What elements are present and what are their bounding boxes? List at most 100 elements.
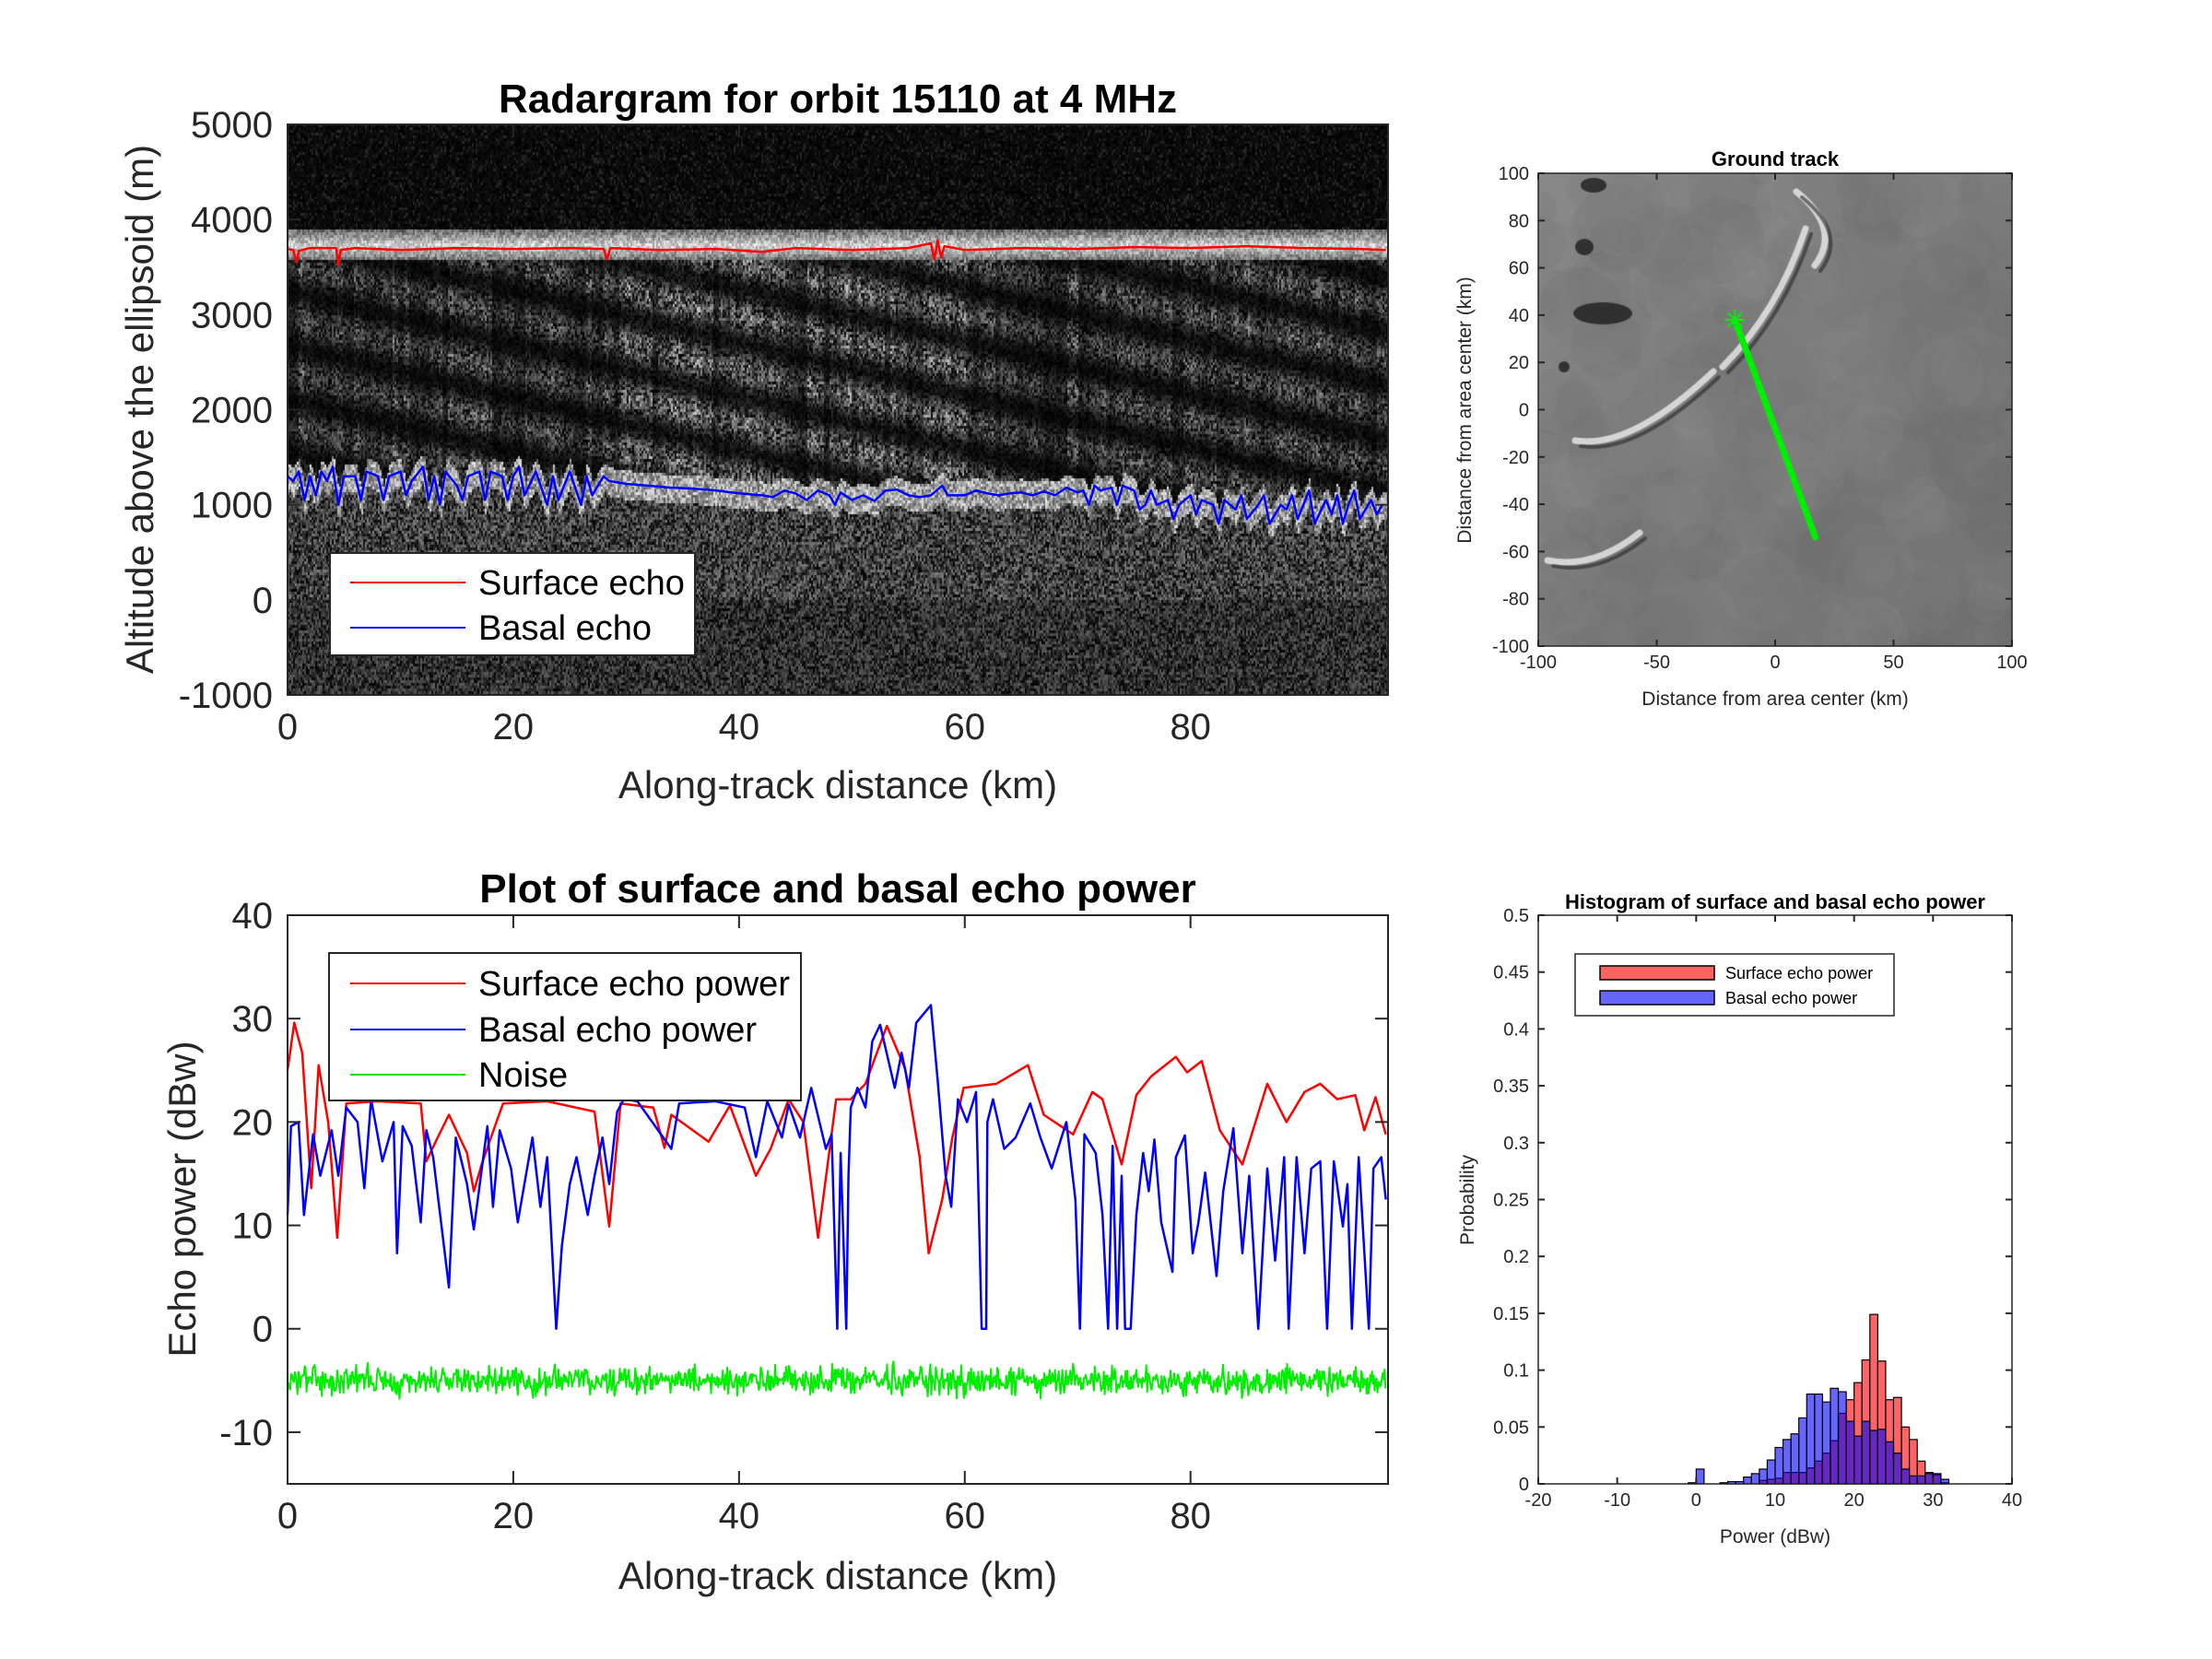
histogram-x-tick-label: 20	[1844, 1490, 1865, 1511]
histogram-y-tick-label: 0.05	[1493, 1418, 1529, 1438]
legend-box	[1574, 953, 1895, 1017]
ground-track-y-tick-label: -100	[1492, 637, 1529, 657]
echo-power-x-tick-label: 40	[719, 1496, 760, 1536]
basal-echo-power-line	[286, 1004, 1387, 1330]
legend-label-noise: Noise	[478, 1056, 568, 1095]
radargram-y-tick-label: -1000	[179, 676, 273, 716]
echo-power-x-axis-label: Along-track distance (km)	[618, 1554, 1057, 1597]
ground-track-y-axis-label: Distance from area center (km)	[1454, 276, 1476, 543]
histogram-y-axis-label: Probability	[1457, 1154, 1478, 1245]
basal-echo-line	[287, 465, 1383, 525]
basal-power-histogram-bar	[1743, 1476, 1752, 1485]
histogram-x-tick-label: 0	[1691, 1490, 1701, 1511]
echo-power-axes-box	[287, 914, 1389, 1485]
ground-track-x-tick-label: -100	[1520, 653, 1557, 673]
echo-power-y-tick-label: 30	[232, 999, 274, 1040]
legend-box	[329, 552, 696, 656]
surface-echo-power-line	[286, 1021, 1387, 1255]
histogram-y-tick-label: 0.5	[1503, 906, 1529, 926]
basal-power-histogram-bar	[1924, 1473, 1934, 1485]
echo-power-y-tick-label: 20	[232, 1102, 274, 1143]
legend-label-surface-echo: Surface echo	[478, 564, 685, 603]
legend-label-basal-power: Basal echo power	[1725, 989, 1857, 1007]
radargram-x-axis-label: Along-track distance (km)	[618, 763, 1057, 806]
legend-swatch-surface-power	[1599, 965, 1715, 981]
histogram-x-tick-label: -20	[1525, 1490, 1552, 1511]
legend-box	[328, 952, 802, 1101]
ground-track-x-tick-label: 50	[1883, 653, 1903, 673]
echo-power-title: Plot of surface and basal echo power	[479, 866, 1196, 912]
histogram-y-tick-label: 0.4	[1503, 1019, 1529, 1040]
basal-power-histogram-bar	[1806, 1393, 1816, 1485]
radargram-y-tick-label: 4000	[191, 200, 273, 241]
histogram-x-tick-label: -10	[1604, 1490, 1630, 1511]
basal-power-histogram-bar	[1750, 1473, 1760, 1485]
track-start-asterisk-marker	[1724, 310, 1746, 331]
ground-track-map-image	[1538, 173, 2012, 646]
radargram-x-tick-label: 40	[719, 707, 760, 747]
basal-power-histogram-bar	[1892, 1453, 1902, 1485]
ground-track-y-tick-label: -40	[1502, 495, 1529, 515]
histogram-axes-box	[1537, 914, 2013, 1485]
radargram-axes-box	[287, 124, 1389, 696]
echo-power-x-tick-label: 0	[277, 1496, 298, 1536]
radargram-legend: Surface echo Basal echo	[329, 552, 696, 656]
echo-power-legend: Surface echo power Basal echo power Nois…	[328, 952, 802, 1101]
echo-power-y-tick-label: -10	[219, 1413, 273, 1453]
ground-track-line	[1731, 316, 1819, 541]
ground-track-y-tick-label: -80	[1502, 590, 1529, 610]
ground-track-axes: Ground track Distance from area center (…	[1454, 147, 2028, 710]
histogram-y-tick-label: 0.35	[1493, 1077, 1529, 1097]
echo-power-y-axis-label: Echo power (dBw)	[160, 1041, 204, 1357]
histogram-x-axis-label: Power (dBw)	[1720, 1526, 1830, 1547]
radargram-title: Radargram for orbit 15110 at 4 MHz	[499, 76, 1177, 122]
basal-power-histogram-bar	[1766, 1459, 1776, 1485]
basal-power-histogram-bar	[1885, 1441, 1895, 1485]
basal-power-histogram-bar	[1814, 1393, 1824, 1485]
histogram-legend: Surface echo power Basal echo power	[1574, 953, 1895, 1017]
radargram-x-tick-label: 80	[1170, 707, 1211, 747]
radargram-y-tick-label: 5000	[191, 105, 273, 146]
ground-track-y-tick-label: 20	[1509, 353, 1529, 373]
histogram-axes: Histogram of surface and basal echo powe…	[1457, 890, 2022, 1547]
histogram-x-tick-label: 10	[1765, 1490, 1785, 1511]
basal-power-histogram-bar	[1790, 1433, 1800, 1485]
noise-line	[287, 1360, 1387, 1400]
radargram-y-tick-label: 2000	[191, 391, 273, 431]
basal-power-histogram-bar	[1877, 1429, 1887, 1485]
basal-power-histogram-bar	[1861, 1420, 1871, 1485]
ground-track-x-tick-label: 0	[1770, 653, 1780, 673]
radargram-x-tick-label: 20	[493, 707, 535, 747]
basal-power-histogram-bar	[1932, 1473, 1942, 1485]
ground-track-title: Ground track	[1712, 147, 1840, 171]
basal-power-histogram-bar	[1798, 1417, 1807, 1485]
radargram-x-tick-label: 0	[277, 707, 298, 747]
legend-label-basal-echo: Basal echo	[478, 609, 652, 648]
basal-power-histogram-bar	[1837, 1391, 1847, 1485]
basal-power-histogram-bar	[1869, 1430, 1878, 1485]
histogram-y-tick-label: 0.3	[1503, 1134, 1529, 1154]
echo-power-y-tick-label: 40	[232, 896, 274, 936]
ground-track-x-tick-label: -50	[1643, 653, 1670, 673]
basal-power-histogram-bar	[1759, 1468, 1769, 1485]
ground-track-y-tick-label: 80	[1509, 211, 1529, 231]
ground-track-y-tick-label: 60	[1509, 259, 1529, 279]
histogram-y-tick-label: 0	[1519, 1475, 1529, 1495]
ground-track-x-axis-label: Distance from area center (km)	[1641, 688, 1908, 710]
echo-power-axes: Plot of surface and basal echo power Alo…	[160, 866, 1389, 1597]
basal-power-histogram-bar	[1774, 1446, 1784, 1485]
basal-power-histogram-bar	[1916, 1475, 1926, 1485]
ground-track-axes-box	[1537, 172, 2013, 647]
legend-label-surface-power: Surface echo power	[1725, 964, 1873, 982]
ground-track-y-tick-label: -20	[1502, 448, 1529, 468]
echo-power-x-tick-label: 60	[945, 1496, 986, 1536]
radargram-y-tick-label: 1000	[191, 486, 273, 526]
histogram-y-tick-label: 0.45	[1493, 963, 1529, 983]
histogram-y-tick-label: 0.25	[1493, 1191, 1529, 1211]
ground-track-y-tick-label: 40	[1509, 306, 1529, 326]
echo-power-x-tick-label: 20	[493, 1496, 535, 1536]
ground-track-y-tick-label: 100	[1499, 164, 1529, 184]
basal-power-histogram-bar	[1900, 1468, 1911, 1485]
